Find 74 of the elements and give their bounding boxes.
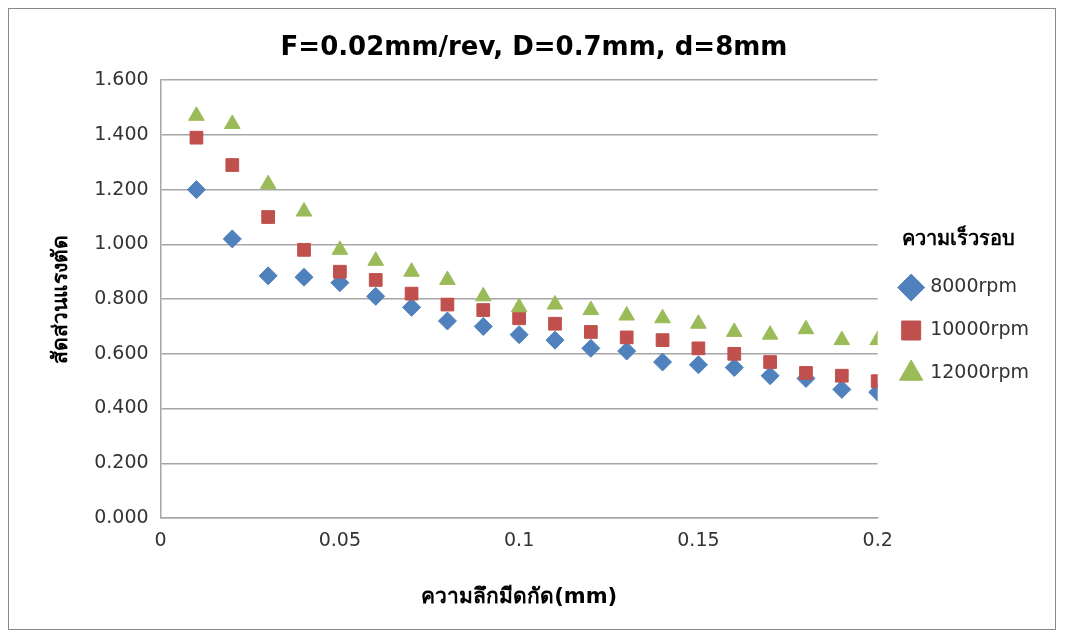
point bbox=[189, 130, 204, 145]
point bbox=[439, 270, 456, 285]
point bbox=[546, 295, 564, 310]
y-tick-label: 1.400 bbox=[94, 121, 149, 144]
x-tick-label: 0.15 bbox=[677, 528, 720, 551]
legend-title: ความเร็วรอบ bbox=[901, 225, 1015, 251]
point bbox=[583, 325, 598, 339]
y-tick-label: 0.400 bbox=[94, 395, 149, 418]
point bbox=[258, 266, 278, 286]
point bbox=[799, 366, 813, 380]
point bbox=[331, 240, 349, 255]
point bbox=[367, 251, 385, 266]
point bbox=[222, 229, 242, 249]
point bbox=[473, 316, 493, 336]
point bbox=[763, 355, 777, 369]
chart-title: F=0.02mm/rev, D=0.7mm, d=8mm bbox=[280, 31, 788, 62]
point bbox=[295, 202, 313, 217]
point bbox=[474, 286, 492, 302]
point bbox=[617, 341, 637, 361]
point bbox=[294, 267, 314, 287]
point bbox=[724, 358, 744, 378]
point bbox=[225, 158, 240, 172]
point bbox=[582, 300, 600, 316]
y-tick-label: 0.000 bbox=[94, 504, 149, 527]
point bbox=[333, 264, 347, 279]
point bbox=[261, 210, 276, 224]
y-tick-label: 1.000 bbox=[94, 231, 149, 254]
point bbox=[366, 286, 386, 306]
point bbox=[760, 366, 780, 386]
point bbox=[437, 311, 457, 331]
x-tick-label: 0.2 bbox=[862, 528, 893, 551]
legend-label: 8000rpm bbox=[930, 274, 1017, 297]
point bbox=[510, 297, 528, 313]
legend-label: 12000rpm bbox=[930, 360, 1030, 383]
y-tick-label: 0.200 bbox=[94, 450, 149, 473]
point bbox=[440, 297, 455, 312]
point bbox=[833, 330, 851, 346]
x-axis-title: ความลึกมีดกัด(mm) bbox=[421, 583, 618, 608]
y-tick-label: 1.200 bbox=[94, 176, 149, 199]
point bbox=[654, 308, 671, 324]
point bbox=[688, 355, 708, 375]
x-tick-label: 0.05 bbox=[318, 528, 362, 551]
point bbox=[297, 242, 311, 257]
point bbox=[725, 322, 743, 337]
point bbox=[653, 352, 673, 372]
point bbox=[619, 330, 634, 345]
point bbox=[368, 273, 383, 287]
legend-label: 10000rpm bbox=[930, 317, 1030, 340]
point bbox=[690, 314, 707, 329]
y-tick-label: 0.800 bbox=[94, 286, 149, 309]
point bbox=[618, 306, 635, 321]
point bbox=[188, 106, 205, 121]
x-tick-label: 0 bbox=[154, 528, 167, 551]
point bbox=[834, 368, 849, 383]
point bbox=[186, 180, 206, 200]
y-axis-title: สัดส่วนแรงตัด bbox=[48, 234, 73, 364]
point bbox=[512, 311, 526, 326]
point bbox=[797, 319, 815, 335]
y-tick-label: 1.600 bbox=[94, 67, 149, 90]
point bbox=[545, 330, 565, 350]
point bbox=[548, 316, 562, 331]
y-tick-label: 0.600 bbox=[94, 340, 149, 363]
point bbox=[404, 286, 419, 301]
x-tick-label: 0.1 bbox=[504, 528, 535, 551]
point bbox=[476, 303, 491, 317]
point bbox=[509, 325, 529, 345]
point bbox=[403, 262, 420, 277]
point bbox=[691, 341, 706, 356]
point bbox=[259, 174, 277, 190]
point bbox=[581, 338, 601, 358]
point bbox=[727, 346, 742, 361]
point bbox=[761, 325, 779, 340]
point bbox=[224, 114, 241, 129]
point bbox=[655, 333, 670, 348]
